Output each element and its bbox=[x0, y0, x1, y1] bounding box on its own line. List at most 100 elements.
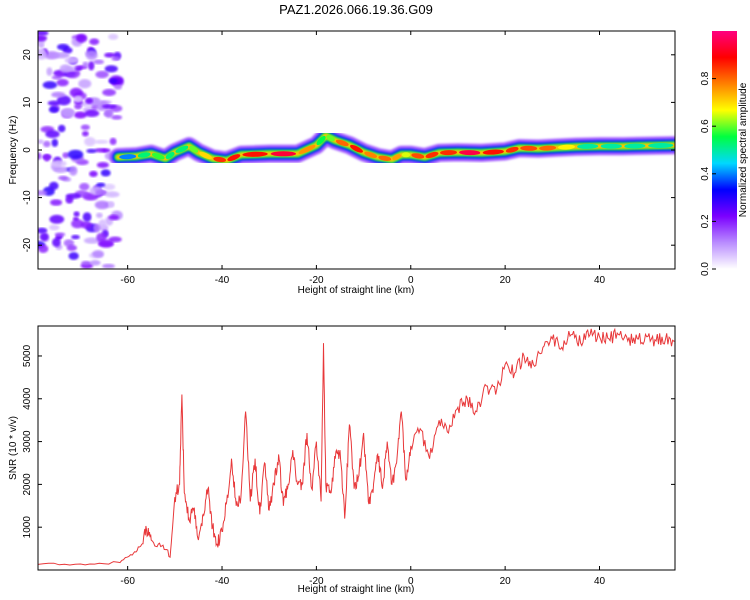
noise-blob bbox=[104, 108, 114, 118]
spectrogram-x-axis: -60 -40 -20 0 20 40 bbox=[120, 31, 606, 286]
ridge-cell bbox=[577, 143, 599, 149]
noise-blob bbox=[94, 200, 110, 210]
noise-blob bbox=[51, 160, 67, 168]
ridge-cell bbox=[392, 153, 402, 161]
noise-blob bbox=[68, 252, 79, 260]
ridge-cell bbox=[539, 145, 557, 151]
noise-blob bbox=[111, 56, 120, 61]
noise-blob bbox=[73, 95, 83, 103]
ridge-cell bbox=[411, 153, 425, 159]
noise-blob bbox=[62, 108, 75, 118]
ridge-cell bbox=[227, 154, 241, 162]
noise-blob bbox=[96, 182, 106, 188]
spectrogram-x-label: Height of straight line (km) bbox=[298, 285, 415, 296]
ridge-cell bbox=[459, 150, 481, 156]
snr-x-label: Height of straight line (km) bbox=[298, 584, 415, 595]
ridge-cell bbox=[624, 143, 646, 149]
noise-blob bbox=[47, 100, 61, 106]
noise-blob bbox=[73, 211, 80, 217]
ridge-cell bbox=[482, 149, 504, 155]
spectrogram-y-tick-label: 20 bbox=[22, 49, 33, 61]
noise-blob bbox=[108, 201, 115, 208]
noise-blob bbox=[80, 124, 90, 131]
noise-blob bbox=[101, 104, 117, 109]
colorbar-tick-label: 0.6 bbox=[700, 119, 711, 133]
spectrogram-x-tick-label: -60 bbox=[120, 275, 135, 286]
ridge-cell bbox=[270, 151, 297, 157]
noise-blob bbox=[57, 43, 70, 51]
noise-blob bbox=[91, 105, 98, 110]
noise-blob bbox=[83, 237, 100, 244]
ridge-cell bbox=[425, 151, 439, 159]
noise-blob bbox=[38, 48, 46, 54]
noise-blob bbox=[39, 232, 49, 242]
noise-blob bbox=[71, 234, 80, 240]
spectrogram-y-axis: -20 -10 0 10 20 bbox=[22, 49, 675, 253]
ridge-cell bbox=[401, 152, 411, 158]
ridge-cell bbox=[648, 142, 674, 149]
ridge-cell bbox=[137, 152, 151, 158]
colorbar-tick-label: 0.4 bbox=[700, 166, 711, 180]
noise-blob bbox=[80, 221, 92, 229]
noise-blob bbox=[82, 130, 89, 137]
colorbar-tick-label: 0.8 bbox=[700, 71, 711, 85]
noise-blob bbox=[52, 237, 61, 247]
noise-blob bbox=[38, 31, 49, 36]
spectrogram-y-tick-label: 10 bbox=[22, 96, 33, 108]
noise-blob bbox=[51, 91, 66, 98]
noise-blob bbox=[54, 232, 66, 237]
noise-blob bbox=[93, 223, 101, 233]
spectrogram-noise-blobs bbox=[38, 31, 124, 269]
snr-y-tick-label: 4000 bbox=[22, 387, 33, 410]
noise-blob bbox=[38, 190, 48, 196]
noise-blob bbox=[98, 239, 114, 248]
noise-blob bbox=[103, 183, 116, 191]
colorbar-gradient bbox=[712, 31, 737, 269]
snr-x-tick-label: -20 bbox=[309, 576, 324, 587]
ridge-cell bbox=[505, 146, 519, 153]
colorbar-label: Normalized spectral amplitude bbox=[738, 82, 749, 217]
ridge-cell bbox=[350, 144, 363, 153]
noise-blob bbox=[38, 227, 48, 234]
noise-blob bbox=[78, 79, 92, 89]
snr-y-tick-label: 2000 bbox=[22, 473, 33, 496]
noise-blob bbox=[95, 70, 109, 79]
ridge-cell bbox=[520, 145, 538, 151]
noise-blob bbox=[66, 244, 78, 251]
noise-blob bbox=[62, 152, 69, 159]
noise-blob bbox=[98, 219, 107, 229]
noise-blob bbox=[79, 182, 90, 191]
noise-blob bbox=[49, 224, 60, 231]
noise-blob bbox=[74, 103, 82, 110]
noise-blob bbox=[57, 124, 66, 133]
noise-blob bbox=[111, 115, 123, 120]
ridge-cell bbox=[119, 154, 137, 160]
noise-blob bbox=[104, 191, 120, 198]
noise-blob bbox=[50, 199, 63, 206]
noise-blob bbox=[76, 33, 88, 43]
noise-blob bbox=[102, 148, 111, 153]
noise-blob bbox=[104, 52, 116, 58]
snr-x-tick-label: -40 bbox=[215, 576, 230, 587]
spectrogram-y-label: Frequency (Hz) bbox=[8, 116, 19, 185]
noise-blob bbox=[56, 95, 71, 106]
ridge-cell bbox=[151, 153, 165, 160]
snr-series-line bbox=[38, 327, 675, 566]
spectrogram-panel: -60 -40 -20 0 20 40 -20 -10 0 10 20 Height of str… bbox=[8, 30, 676, 296]
noise-blob bbox=[54, 52, 70, 59]
spectrogram-x-tick-label: -40 bbox=[215, 275, 230, 286]
noise-blob bbox=[114, 84, 122, 90]
noise-blob bbox=[84, 109, 100, 117]
ridge-cell bbox=[213, 156, 227, 163]
snr-y-tick-label: 5000 bbox=[22, 344, 33, 367]
noise-blob bbox=[102, 263, 115, 269]
snr-x-axis: -60 -40 -20 0 20 40 bbox=[120, 326, 606, 587]
ridge-cell bbox=[440, 150, 457, 156]
colorbar-tick-label: 0.2 bbox=[700, 214, 711, 228]
colorbar-tick-label: 0.0 bbox=[700, 262, 711, 276]
ridge-cell bbox=[175, 145, 189, 153]
spectrogram-y-tick-label: -20 bbox=[22, 238, 33, 253]
ridge-cell bbox=[558, 144, 575, 150]
snr-plot-area bbox=[38, 326, 675, 570]
noise-blob bbox=[108, 214, 120, 221]
